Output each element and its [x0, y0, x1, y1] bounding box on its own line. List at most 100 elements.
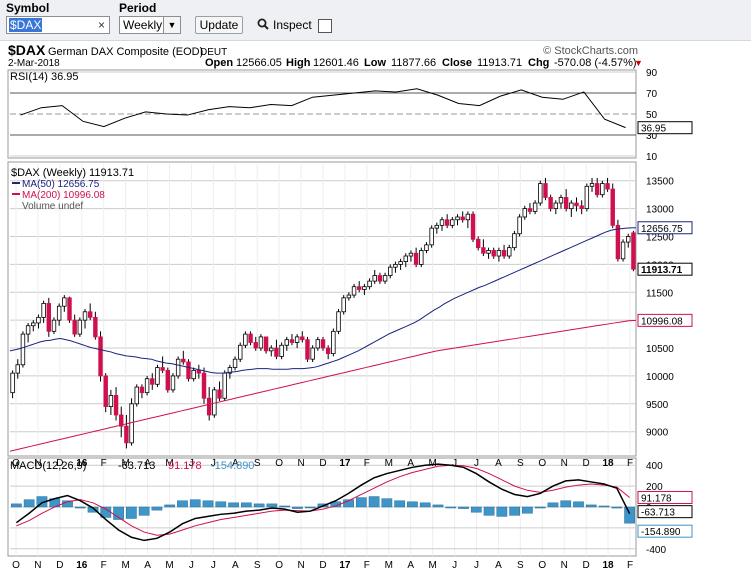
candle-body [36, 316, 41, 324]
candle-body [56, 305, 62, 321]
inspect-toggle[interactable]: Inspect [257, 16, 332, 34]
x-tick-label: J [452, 458, 457, 469]
macd-histogram-bar [624, 506, 635, 524]
candle-body [413, 252, 419, 265]
inspect-checkbox[interactable] [317, 18, 332, 33]
symbol-value: $DAX [9, 18, 43, 32]
candle-body [10, 372, 15, 394]
period-value: Weekly [123, 18, 163, 32]
candle-body [563, 197, 569, 210]
x-tick-label: F [101, 560, 107, 571]
candle-body [165, 369, 171, 391]
candle-body [512, 233, 517, 249]
clear-icon[interactable]: × [97, 18, 105, 32]
x-tick-label: F [364, 458, 370, 469]
ma200-legend: MA(200) 10996.08 [22, 190, 105, 201]
candle-body [362, 286, 367, 290]
signal-value-tag-box [637, 490, 693, 504]
candle-body [67, 297, 72, 321]
x-tick-label: J [189, 560, 194, 571]
price-tick-label: 10500 [646, 344, 674, 355]
open-value: 12566.05 [236, 57, 282, 69]
rsi-tick-label: 70 [646, 89, 658, 100]
candle-body [543, 183, 548, 198]
macd-histogram-bar [432, 504, 444, 508]
x-tick-label: A [144, 560, 151, 571]
macd-histogram-bar [304, 506, 316, 509]
candle-body [527, 208, 533, 212]
candle-body [258, 336, 264, 349]
candle-body [279, 344, 284, 357]
candle-body [398, 261, 403, 265]
chart-exchange: DEUT [200, 47, 227, 58]
candle-body [253, 342, 258, 349]
x-tick-label: S [517, 458, 524, 469]
macd-histogram-bar [611, 506, 623, 509]
ma50-value-tag: 12656.75 [641, 224, 683, 235]
candle-body [77, 319, 83, 335]
candle-body [377, 275, 383, 282]
candle-body [124, 425, 129, 444]
macd-histogram-bar [164, 504, 176, 508]
candle-body [507, 247, 512, 257]
rsi-tick-label: 90 [646, 68, 658, 79]
macd-histogram-bar [11, 503, 22, 508]
x-tick-label: N [297, 560, 304, 571]
candle-body [424, 244, 429, 251]
x-tick-label: N [34, 560, 41, 571]
x-tick-label: A [495, 458, 502, 469]
candle-body [82, 311, 88, 321]
candle-body [481, 247, 486, 254]
macd-histogram-bar [253, 503, 265, 508]
candle-body [227, 367, 233, 374]
candle-body [626, 236, 631, 243]
candle-body [93, 316, 98, 338]
x-tick-label: F [627, 458, 633, 469]
period-select[interactable]: Weekly ▼ [119, 16, 181, 34]
brand-mark: © StockCharts.com [543, 45, 638, 57]
update-button[interactable]: Update [195, 16, 243, 34]
x-tick-label: D [583, 560, 590, 571]
x-tick-label: J [474, 560, 479, 571]
macd-histogram-bar [23, 499, 35, 508]
candle-body [631, 232, 636, 270]
candle-body [341, 297, 346, 313]
x-tick-label: O [12, 560, 20, 571]
candle-body [20, 333, 26, 366]
candle-body [434, 224, 440, 229]
rsi-tick-label: 50 [646, 110, 658, 121]
macd-histogram-bar [126, 506, 137, 519]
rsi-value-tag: 36.95 [641, 124, 666, 135]
chg-value: -570.08 (-4.57%) [554, 57, 637, 69]
macd-legend-label: MACD(12,26,9) [10, 460, 86, 472]
candle-body [336, 311, 341, 332]
x-tick-label: N [561, 560, 568, 571]
symbol-label: Symbol [6, 1, 50, 15]
macd-histogram-bar [598, 505, 610, 508]
price-tick-label: 10000 [646, 372, 674, 383]
candle-body [579, 205, 584, 210]
x-tick-label: J [189, 458, 194, 469]
macd-histogram-bar [266, 503, 278, 508]
macd-histogram-bar [87, 506, 99, 513]
macd-histogram-bar [394, 500, 406, 508]
x-tick-label: O [538, 560, 546, 571]
x-tick-label: 17 [339, 458, 351, 469]
x-tick-label: D [319, 560, 326, 571]
hist-value-tag-box [637, 524, 693, 538]
price-tick-label: 11500 [646, 288, 674, 299]
x-tick-label: J [211, 458, 216, 469]
macd-line [15, 463, 631, 542]
macd-histogram-bar [113, 506, 124, 520]
macd-histogram-bar [202, 500, 214, 508]
candle-body [186, 361, 191, 380]
candle-body [455, 216, 460, 221]
candle-body [175, 358, 181, 377]
x-tick-label: J [452, 560, 457, 571]
macd-histogram-bar [585, 504, 597, 508]
macd-histogram-bar [292, 506, 303, 509]
signal-legend-value: 91.178 [168, 460, 202, 472]
price-value-tag-box [637, 262, 693, 276]
chart-name: German DAX Composite (EOD) [48, 46, 203, 58]
symbol-input[interactable]: $DAX × [6, 16, 110, 34]
